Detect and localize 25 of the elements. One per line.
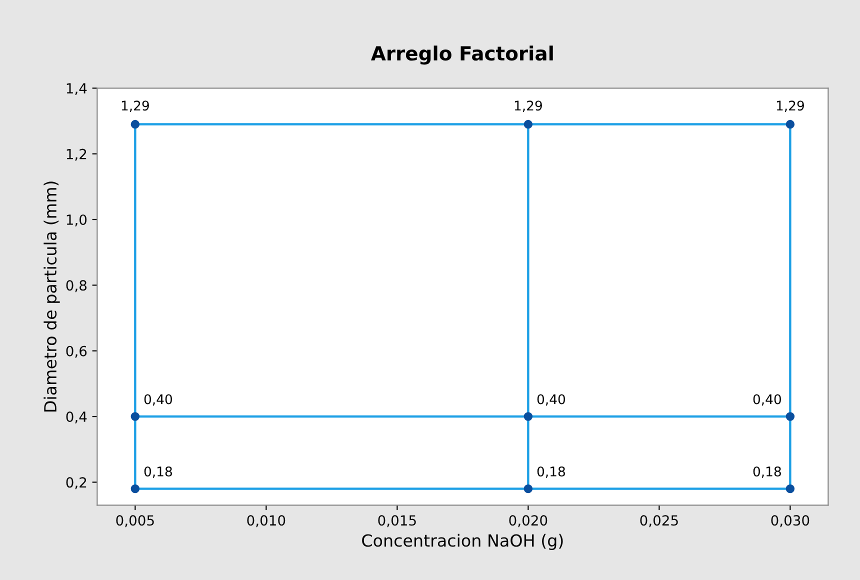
x-tick-label: 0,030 (771, 515, 810, 528)
data-label: 0,18 (144, 466, 172, 478)
y-tick-label: 1,0 (66, 214, 87, 226)
x-tick-label: 0,020 (509, 515, 548, 528)
data-label: 0,18 (753, 466, 781, 478)
y-tick-label: 0,2 (66, 477, 86, 490)
chart-title: Arreglo Factorial (370, 46, 553, 65)
y-axis-title: Diametro de particula (mm) (44, 182, 60, 412)
x-tick-label: 0,010 (247, 515, 286, 528)
data-label: 1,29 (776, 100, 804, 112)
data-label: 0,40 (753, 394, 781, 406)
x-axis-title: Concentracion NaOH (g) (362, 534, 563, 550)
x-tick-label: 0,025 (640, 515, 678, 528)
y-tick-label: 1,2 (66, 148, 86, 161)
data-label: 1,29 (122, 100, 149, 112)
y-tick-label: 0,6 (66, 346, 87, 358)
data-label: 1,29 (514, 100, 542, 112)
data-label: 0,40 (144, 394, 172, 406)
x-tick-label: 0,005 (116, 515, 154, 528)
y-tick-label: 0,4 (66, 411, 87, 424)
x-tick-label: 0,015 (378, 515, 416, 528)
y-tick-label: 1,4 (66, 83, 87, 96)
data-label: 0,18 (537, 466, 565, 478)
data-label: 0,40 (537, 394, 566, 406)
y-tick-label: 0,8 (66, 280, 87, 292)
